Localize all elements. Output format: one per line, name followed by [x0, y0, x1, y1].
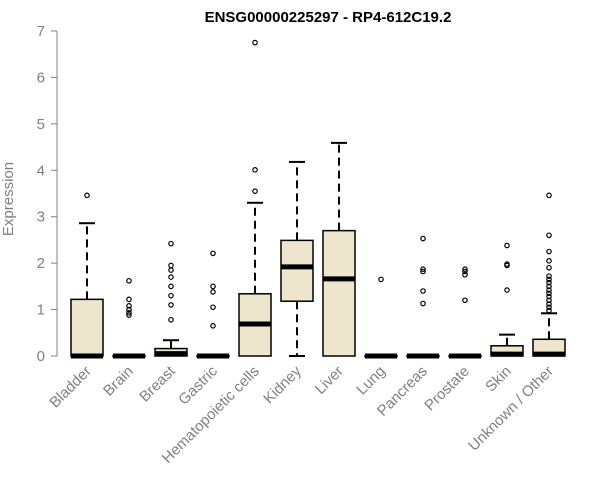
- x-tick-label: Prostate: [421, 363, 473, 415]
- x-tick-label: Bladder: [46, 363, 95, 412]
- outlier-point: [210, 304, 216, 311]
- box-bladder: [70, 192, 104, 359]
- outlier-point: [168, 240, 174, 247]
- outlier-point: [546, 293, 552, 300]
- box-prostate: [448, 266, 482, 359]
- y-tick-label: 4: [37, 162, 45, 179]
- y-tick-label: 6: [37, 69, 45, 86]
- outlier-point: [546, 273, 552, 279]
- x-tick-label: Liver: [312, 363, 347, 398]
- outlier-point: [546, 301, 552, 307]
- outlier-point: [168, 262, 174, 269]
- outlier-point: [420, 268, 426, 275]
- outlier-point: [168, 267, 174, 273]
- box-pancreas: [406, 235, 440, 359]
- outlier-point: [546, 283, 552, 290]
- box-hematopoietic-cells: [238, 39, 272, 357]
- y-axis: 0 1 2 3 4 5 6 7: [37, 23, 58, 365]
- outlier-point: [546, 258, 552, 264]
- y-tick-label: 0: [37, 348, 45, 365]
- box-body: [322, 229, 356, 357]
- x-tick-label: Breast: [136, 362, 179, 405]
- y-axis-label: Expression: [0, 162, 17, 236]
- outlier-point: [378, 276, 384, 283]
- outlier-point: [168, 283, 174, 290]
- outlier-point: [462, 268, 468, 275]
- outlier-point: [462, 266, 468, 272]
- box-layer: [70, 39, 566, 359]
- box-breast: [154, 240, 188, 357]
- outlier-point: [210, 283, 216, 290]
- outlier-point: [546, 248, 552, 255]
- box-unknown-other: [532, 192, 566, 357]
- outlier-point: [546, 290, 552, 297]
- outlier-point: [168, 302, 174, 308]
- outlier-point: [420, 266, 426, 272]
- outlier-point: [420, 235, 426, 242]
- outlier-point: [462, 297, 468, 304]
- box-brain: [112, 277, 146, 359]
- outlier-point: [462, 271, 468, 278]
- outlier-point: [210, 250, 216, 257]
- outlier-point: [126, 277, 132, 284]
- outlier-point: [546, 307, 552, 314]
- y-tick-label: 5: [37, 116, 45, 133]
- box-skin: [490, 242, 524, 357]
- outlier-point: [504, 261, 510, 267]
- outlier-point: [546, 279, 552, 286]
- outlier-point: [420, 288, 426, 294]
- y-tick-label: 1: [37, 302, 45, 319]
- outlier-point: [252, 167, 258, 173]
- box-liver: [322, 141, 356, 357]
- outlier-point: [126, 296, 132, 303]
- y-tick-label: 2: [37, 255, 45, 272]
- x-tick-label: Lung: [353, 363, 389, 399]
- chart-title: ENSG00000225297 - RP4-612C19.2: [205, 9, 452, 26]
- box-body: [70, 298, 104, 357]
- box-gastric: [196, 250, 230, 359]
- outlier-point: [546, 192, 552, 199]
- outlier-point: [546, 264, 552, 271]
- y-tick-label: 3: [37, 209, 45, 226]
- outlier-point: [210, 323, 216, 329]
- outlier-point: [126, 310, 132, 316]
- outlier-point: [546, 232, 552, 239]
- outlier-point: [546, 304, 552, 311]
- outlier-point: [126, 312, 132, 318]
- outlier-point: [546, 287, 552, 293]
- outlier-point: [168, 274, 174, 280]
- box-body: [280, 239, 314, 302]
- x-tick-label: Kidney: [260, 362, 305, 407]
- x-tick-label: Brain: [100, 363, 137, 400]
- box-lung: [364, 276, 398, 359]
- box-kidney: [280, 160, 314, 357]
- y-tick-label: 7: [37, 23, 45, 40]
- outlier-point: [210, 289, 216, 295]
- outlier-point: [168, 292, 174, 299]
- outlier-point: [252, 39, 258, 46]
- outlier-point: [546, 297, 552, 304]
- outlier-point: [168, 316, 174, 323]
- x-tick-label: Skin: [482, 363, 515, 396]
- outlier-point: [546, 276, 552, 283]
- outlier-point: [504, 287, 510, 293]
- outlier-point: [126, 303, 132, 309]
- outlier-point: [420, 300, 426, 307]
- outlier-point: [252, 188, 258, 194]
- outlier-point: [504, 242, 510, 249]
- outlier-point: [84, 192, 90, 199]
- outlier-point: [126, 306, 132, 313]
